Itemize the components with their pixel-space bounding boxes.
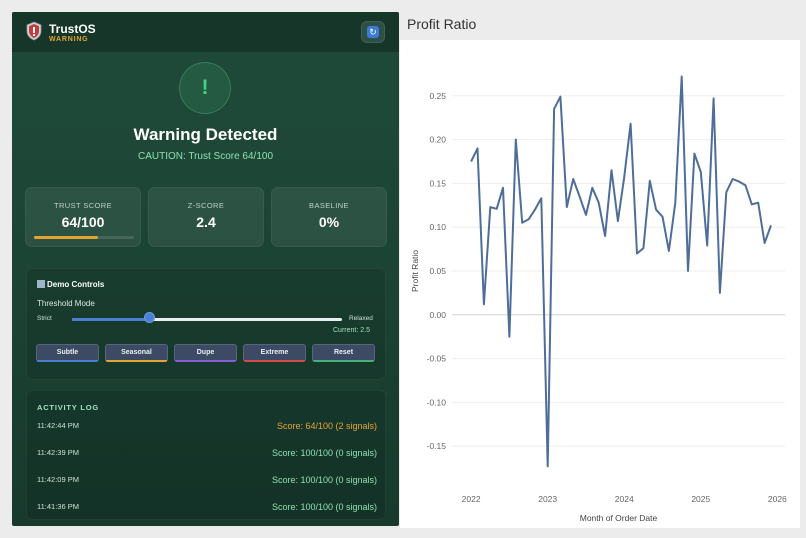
stat-label: TRUST SCORE [53, 201, 113, 210]
alert-icon: ! [179, 62, 231, 114]
status-badge: WARNING [49, 36, 89, 43]
demo-controls-title: Demo Controls [37, 280, 104, 289]
log-time: 11:42:39 PM [37, 448, 79, 457]
shield-icon [26, 21, 42, 41]
flag-icon [37, 280, 45, 288]
trust-score-bar-fill [34, 236, 98, 239]
log-row: 11:42:44 PM Score: 64/100 (2 signals) [37, 421, 377, 435]
panel-header: TrustOS WARNING ↻ [12, 12, 399, 52]
series-line [470, 75, 772, 468]
profit-ratio-chart: 0.25 0.20 0.15 0.10 0.05 0.00 -0.05 -0.10 -0.15 2… [400, 40, 800, 528]
dupe-button[interactable]: Dupe [174, 344, 237, 362]
trust-score-bar [34, 236, 134, 239]
current-value: Current: 2.5 [333, 327, 370, 334]
seasonal-button[interactable]: Seasonal [105, 344, 168, 362]
activity-log-title: ACTIVITY LOG [37, 403, 99, 412]
stat-label: BASELINE [309, 201, 349, 210]
trustos-panel: TrustOS WARNING ↻ ! Warning Detected CAU… [12, 12, 399, 526]
y-tick-label: -0.10 [427, 397, 447, 407]
slider-max-label: Relaxed [349, 315, 373, 322]
brand-name: TrustOS [49, 22, 96, 36]
demo-title-text: Demo Controls [47, 280, 105, 289]
slider-handle[interactable] [144, 312, 156, 323]
y-tick-label: -0.15 [427, 441, 447, 451]
log-text: Score: 64/100 (2 signals) [276, 421, 377, 431]
subtle-button[interactable]: Subtle [36, 344, 99, 362]
stat-value: 2.4 [196, 214, 216, 230]
stat-label: Z-SCORE [187, 201, 225, 210]
y-tick-label: 0.25 [429, 91, 446, 101]
reset-button[interactable]: Reset [312, 344, 375, 362]
log-time: 11:42:44 PM [37, 421, 79, 430]
slider-min-label: Strict [37, 315, 52, 322]
y-tick-label: 0.20 [429, 135, 446, 145]
y-tick-label: 0.15 [429, 178, 446, 188]
y-tick-label: 0.10 [429, 222, 446, 232]
threshold-slider[interactable] [72, 318, 342, 321]
stat-trust-score: TRUST SCORE 64/100 [25, 187, 141, 247]
caution-text: CAUTION: Trust Score 64/100 [137, 151, 274, 162]
refresh-button[interactable]: ↻ [361, 21, 385, 43]
stat-z-score: Z-SCORE 2.4 [148, 187, 264, 247]
alert-glyph: ! [201, 76, 209, 99]
refresh-icon: ↻ [367, 26, 379, 38]
log-time: 11:42:09 PM [37, 475, 79, 484]
log-time: 11:41:36 PM [37, 502, 79, 511]
stat-baseline: BASELINE 0% [271, 187, 387, 247]
x-tick-label: 2025 [691, 494, 710, 504]
x-axis-label: Month of Order Date [580, 513, 658, 523]
activity-log: ACTIVITY LOG 11:42:44 PM Score: 64/100 (… [26, 390, 386, 520]
log-text: Score: 100/100 (0 signals) [271, 502, 377, 512]
y-tick-label: 0.05 [429, 266, 446, 276]
extreme-button[interactable]: Extreme [243, 344, 306, 362]
x-tick-label: 2026 [768, 494, 787, 504]
stat-value: 64/100 [61, 214, 105, 230]
log-row: 11:41:36 PM Score: 100/100 (0 signals) [37, 502, 377, 516]
chart-title: Profit Ratio [407, 16, 477, 32]
x-tick-label: 2023 [538, 494, 557, 504]
y-tick-label: -0.05 [427, 354, 447, 364]
y-tick-label: 0.00 [429, 310, 446, 320]
log-row: 11:42:09 PM Score: 100/100 (0 signals) [37, 475, 377, 489]
threshold-label: Threshold Mode [37, 299, 95, 308]
log-text: Score: 100/100 (0 signals) [271, 475, 377, 485]
x-tick-label: 2022 [462, 494, 481, 504]
log-row: 11:42:39 PM Score: 100/100 (0 signals) [37, 448, 377, 462]
log-text: Score: 100/100 (0 signals) [271, 448, 377, 458]
demo-controls: Demo Controls Threshold Mode Strict Rela… [26, 268, 386, 380]
y-axis-label: Profit Ratio [410, 250, 420, 292]
alert-title: Warning Detected [133, 125, 278, 144]
stat-value: 0% [318, 214, 340, 230]
slider-fill [72, 318, 151, 321]
x-tick-label: 2024 [615, 494, 634, 504]
chart-svg: 0.25 0.20 0.15 0.10 0.05 0.00 -0.05 -0.10 -0.15 2… [410, 75, 787, 523]
